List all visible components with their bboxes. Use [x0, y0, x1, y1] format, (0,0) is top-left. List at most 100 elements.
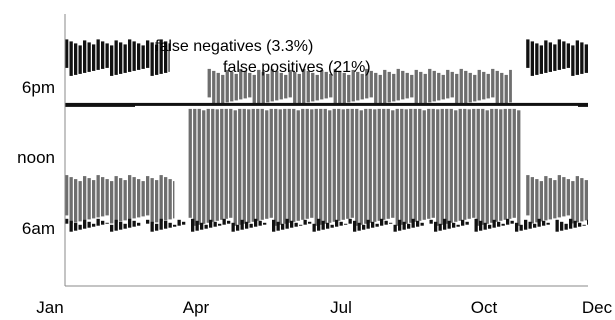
false-negatives-region-1-stripe — [566, 43, 570, 68]
false-positives-region-4-stripe — [159, 175, 163, 222]
false-negatives-region-1-stripe — [526, 39, 530, 68]
false-positives-region-2-stripe — [324, 71, 328, 99]
false-negatives-region-6-stripe — [375, 223, 379, 227]
false-positives-region-5-stripe — [539, 181, 543, 222]
false-positives-region-3-stripe — [472, 104, 476, 218]
false-negatives-region-6-stripe — [222, 218, 226, 225]
false-negatives-region-6-stripe — [299, 224, 303, 226]
false-negatives-region-6-stripe — [393, 224, 397, 232]
false-negatives-region-6-stripe — [204, 224, 208, 229]
false-positives-region-5-stripe — [544, 176, 548, 221]
false-positives-region-3-stripe — [296, 110, 300, 221]
false-negatives-region-6-stripe — [330, 224, 334, 228]
false-positives-region-4-stripe — [87, 178, 91, 220]
x-tick-label-dec: Dec — [582, 298, 613, 317]
false-negatives-region-6-stripe — [258, 220, 262, 226]
false-positives-region-3-stripe — [395, 105, 399, 226]
false-positives-region-2-stripe — [329, 73, 333, 98]
false-positives-region-2-stripe — [405, 72, 409, 99]
false-positives-region-2-stripe — [509, 69, 512, 103]
false-positives-region-3-stripe — [274, 107, 278, 226]
false-negatives-region-6-stripe — [564, 223, 568, 230]
false-positives-region-2-stripe — [414, 69, 418, 106]
x-tick-label-jul: Jul — [330, 298, 352, 317]
false-negatives-region-0-stripe — [101, 41, 105, 69]
false-negatives-region-6-stripe — [357, 222, 361, 231]
false-negatives-region-6-stripe — [416, 220, 420, 227]
false-negatives-region-6-stripe — [312, 223, 316, 232]
false-positives-region-3 — [188, 104, 521, 226]
threshold-line-highlight — [135, 105, 578, 109]
false-positives-region-5-stripe — [553, 180, 557, 219]
false-positives-region-4-stripe — [137, 179, 141, 218]
false-negatives-region-6-stripe — [83, 219, 87, 229]
false-positives-region-2-stripe — [482, 71, 486, 100]
false-positives-region-3-stripe — [301, 105, 305, 220]
false-positives-region-3-stripe — [508, 106, 512, 219]
false-negatives-region-6-stripe — [263, 222, 267, 225]
false-negatives-region-6-stripe — [380, 218, 384, 226]
false-positives-region-2-stripe — [288, 69, 292, 98]
false-positives-region-2-stripe — [320, 69, 324, 100]
false-negatives-region-0-stripe — [128, 39, 132, 72]
false-positives-region-2-stripe — [302, 68, 306, 104]
false-negatives-region-6-stripe — [474, 218, 478, 232]
false-negatives-region-6-stripe — [195, 220, 199, 231]
false-positives-region-2-stripe — [351, 69, 355, 102]
false-positives-region-3-stripe — [427, 105, 431, 219]
false-positives-region-3-stripe — [233, 110, 237, 226]
false-positives-region-2-stripe — [486, 73, 490, 99]
false-positives-region-3-stripe — [319, 106, 323, 225]
false-positives-region-3-stripe — [490, 105, 494, 223]
false-positives-region-3-stripe — [454, 110, 458, 222]
false-positives-region-3-stripe — [332, 105, 336, 222]
false-positives-region-2-stripe — [504, 74, 508, 104]
false-negatives-region-6-stripe — [326, 222, 330, 229]
false-negatives-region-6-stripe — [533, 223, 537, 228]
false-negatives-region-6 — [65, 218, 588, 232]
false-positives-region-2-stripe — [221, 74, 225, 104]
false-positives-region-2-stripe — [437, 72, 441, 101]
false-negatives-region-0-stripe — [110, 45, 114, 76]
false-negatives-region-6-stripe — [366, 219, 370, 229]
false-negatives-region-1-stripe — [575, 40, 579, 75]
false-negatives-region-6-stripe — [303, 219, 307, 225]
false-negatives-region-6-stripe — [236, 224, 240, 231]
false-positives-region-3-stripe — [391, 110, 395, 218]
false-positives-region-3-stripe — [292, 108, 296, 222]
false-positives-region-3-stripe — [202, 110, 206, 224]
false-negatives-region-6-stripe — [168, 222, 172, 228]
false-positives-region-5-stripe — [526, 175, 530, 216]
false-positives-region-2-stripe — [450, 71, 454, 98]
false-negatives-region-0-stripe — [119, 42, 123, 74]
false-positives-region-3-stripe — [355, 108, 359, 226]
false-positives-region-3-stripe — [310, 109, 314, 218]
false-positives-region-2-stripe — [279, 72, 283, 100]
false-positives-region-2-stripe — [297, 73, 301, 105]
false-positives-region-3-stripe — [341, 109, 345, 220]
false-negatives-region-6-stripe — [182, 221, 186, 225]
annotations: false negatives (3.3%) false positives (… — [155, 38, 371, 76]
false-negatives-region-6-stripe — [294, 222, 298, 227]
false-negatives-region-6-stripe — [348, 218, 352, 224]
false-negatives-region-0-stripe — [137, 43, 141, 70]
false-positives-region-3-stripe — [229, 108, 233, 218]
false-negatives-region-6-stripe — [582, 224, 586, 226]
false-negatives-region-6-stripe — [488, 224, 492, 229]
false-positives-region-2-stripe — [243, 70, 247, 99]
false-positives-region-2-stripe — [311, 72, 315, 102]
false-negatives-region-6-stripe — [546, 222, 550, 225]
false-positives-region-2-stripe — [216, 72, 220, 105]
false-negatives-region-6-stripe — [218, 223, 222, 226]
false-negatives-region-6-stripe — [123, 223, 127, 229]
false-positives-region-3-stripe — [197, 108, 201, 225]
false-negatives-region-0-stripe — [65, 39, 69, 68]
false-positives-region-3-stripe — [503, 104, 507, 220]
false-negatives-region-6-stripe — [200, 222, 204, 230]
false-negatives-region-1 — [526, 39, 588, 76]
false-positives-region-3-stripe — [467, 109, 471, 219]
false-positives-region-5-stripe — [530, 177, 534, 224]
annotation-false-negatives: false negatives (3.3%) — [155, 38, 313, 55]
false-positives-region-2-stripe — [207, 68, 211, 98]
